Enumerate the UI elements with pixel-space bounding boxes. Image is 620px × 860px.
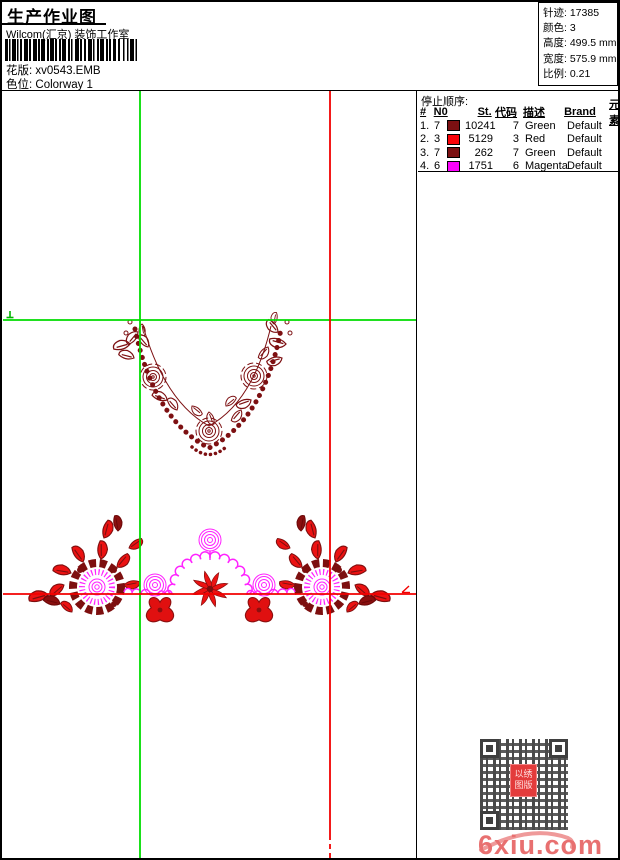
table-row: 4. 6 1751 6 Magenta Default (420, 160, 602, 172)
watermark-swoosh (479, 831, 575, 852)
colorway-value: Colorway 1 (35, 79, 93, 91)
col-code: 代码 (495, 106, 518, 119)
table-row: 1. 7 10241 7 Green Default (420, 119, 602, 132)
design-width: 宽度: 575.9 mm (543, 52, 617, 65)
pattern-label: 花版: (6, 65, 33, 77)
table-header-row: # N0 St. 代码 描述 Brand 元素 (420, 99, 618, 127)
qr-finder-icon (480, 811, 499, 830)
page-title: 生产作业图 (7, 8, 97, 27)
print-scale: 比例: 0.21 (543, 67, 591, 80)
table-row: 3. 7 262 7 Green Default (420, 146, 602, 159)
col-stitches: St. (477, 105, 492, 118)
guide-lines (3, 91, 417, 858)
necklace-motif (112, 311, 293, 457)
end-point-marker (401, 585, 410, 594)
stop-sequence-table: 停止顺序: # N0 St. 代码 描述 Brand 元素 1. 7 10241… (418, 91, 618, 172)
color-count: 颜色: 3 (543, 22, 576, 35)
stop-sequence-title: 停止顺序: (421, 96, 469, 108)
studio-name: Wilcom(汇京) 装饰工作室 (6, 29, 130, 41)
col-element: 元素 (609, 98, 620, 127)
col-brand: Brand (564, 105, 596, 118)
header-divider (2, 90, 618, 91)
title-underline (2, 23, 106, 25)
color-swatch (447, 133, 460, 145)
design-summary-box: 针迹: 17385 颜色: 3 高度: 499.5 mm 宽度: 575.9 m… (538, 2, 618, 86)
barcode (5, 39, 137, 61)
stitch-count: 针迹: 17385 (543, 7, 600, 19)
qr-finder-icon (549, 739, 568, 758)
color-swatch (447, 120, 460, 131)
colorway: 色位: Colorway 1 (6, 76, 93, 92)
design-height: 高度: 499.5 mm (543, 37, 617, 50)
pattern-file: 花版: xv0543.EMB (6, 62, 101, 78)
col-seq: # (420, 105, 427, 118)
watermark-seal: 以绣 图版 (510, 764, 537, 797)
border-motif (29, 515, 391, 622)
col-desc: 描述 (523, 106, 546, 119)
watermark-text: 6xiu.com (478, 830, 604, 860)
color-swatch (447, 147, 460, 158)
panel-divider (416, 90, 417, 858)
pattern-value: xv0543.EMB (35, 65, 101, 77)
colorway-label: 色位: (6, 79, 33, 91)
col-needle: N0 (433, 105, 448, 118)
table-row: 2. 3 5129 3 Red Default (420, 133, 602, 145)
qr-code: 以绣 图版 (480, 739, 568, 830)
qr-finder-icon (480, 739, 499, 758)
start-point-marker (6, 311, 14, 319)
color-swatch (447, 160, 460, 172)
